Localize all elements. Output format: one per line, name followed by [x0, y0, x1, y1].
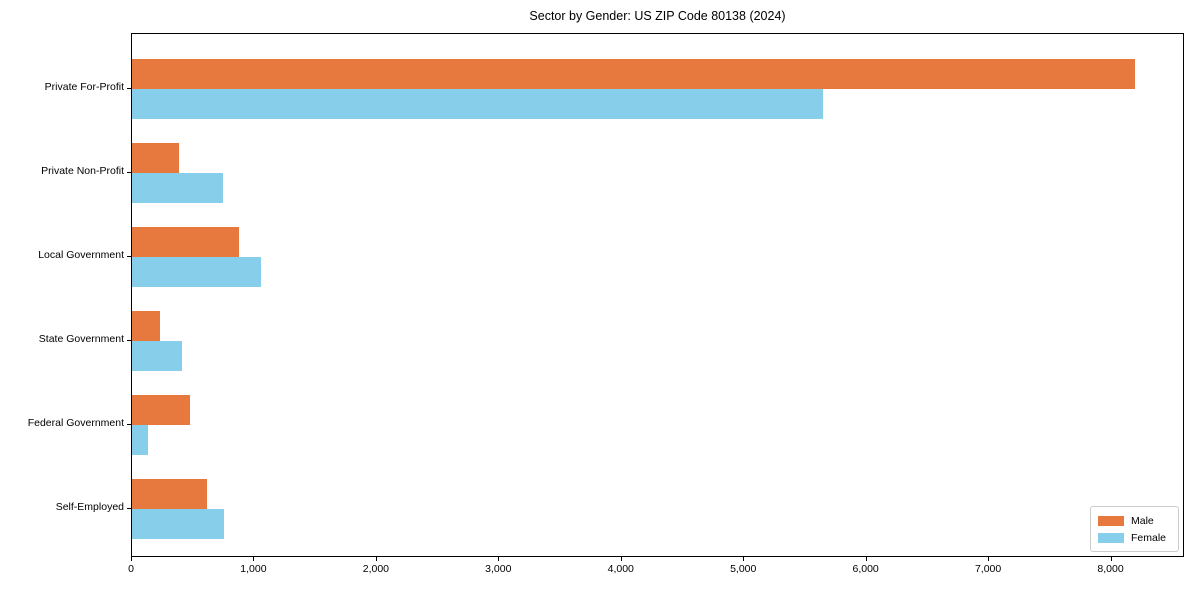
- x-tick-mark: [375, 557, 377, 561]
- x-tick-mark: [1110, 557, 1112, 561]
- chart-title: Sector by Gender: US ZIP Code 80138 (202…: [529, 9, 786, 23]
- x-tick-label: 2,000: [362, 563, 390, 575]
- x-tick-mark: [253, 557, 255, 561]
- bar-female-private-for-profit: [132, 89, 823, 119]
- x-tick-mark: [988, 557, 990, 561]
- x-tick-mark: [865, 557, 867, 561]
- x-tick-label: 5,000: [730, 563, 757, 575]
- x-tick-label: 8,000: [1097, 563, 1124, 575]
- legend-swatch-female: [1098, 532, 1124, 543]
- bar-female-state-government: [132, 341, 183, 371]
- y-tick-mark: [127, 256, 131, 257]
- bar-male-local-government: [132, 227, 239, 257]
- legend: Male Female: [1090, 506, 1179, 552]
- bar-female-private-non-profit: [132, 173, 223, 203]
- legend-swatch-male: [1098, 515, 1124, 526]
- x-tick-label: 0: [128, 563, 134, 575]
- bar-female-federal-government: [132, 425, 148, 455]
- x-tick-label: 3,000: [485, 563, 512, 575]
- x-tick-label: 1,000: [240, 563, 267, 575]
- legend-item-female: Female: [1098, 529, 1171, 546]
- x-tick-mark: [743, 557, 745, 561]
- bar-male-self-employed: [132, 479, 207, 509]
- x-tick-mark: [131, 557, 132, 561]
- bar-male-private-non-profit: [132, 143, 179, 173]
- y-tick-mark: [127, 508, 131, 509]
- plot-area: [131, 33, 1184, 557]
- legend-label-male: Male: [1131, 514, 1154, 527]
- x-tick-label: 6,000: [852, 563, 879, 575]
- x-tick-mark: [620, 557, 622, 561]
- y-tick-label-self-employed: Self-Employed: [55, 501, 124, 513]
- legend-item-male: Male: [1098, 512, 1171, 529]
- y-tick-label-private-for-profit: Private For-Profit: [44, 81, 124, 93]
- y-tick-label-state-government: State Government: [38, 333, 124, 345]
- bar-male-federal-government: [132, 395, 190, 425]
- bar-female-local-government: [132, 257, 261, 287]
- y-tick-mark: [127, 340, 131, 341]
- legend-label-female: Female: [1131, 531, 1167, 544]
- x-tick-mark: [498, 557, 500, 561]
- bar-female-self-employed: [132, 509, 224, 539]
- y-tick-label-local-government: Local Government: [38, 249, 124, 261]
- y-tick-mark: [127, 88, 131, 89]
- bar-male-state-government: [132, 311, 161, 341]
- y-tick-label-federal-government: Federal Government: [27, 417, 124, 429]
- y-tick-mark: [127, 172, 131, 173]
- y-tick-label-private-non-profit: Private Non-Profit: [41, 165, 124, 177]
- x-tick-label: 7,000: [974, 563, 1002, 575]
- bar-male-private-for-profit: [132, 59, 1135, 89]
- y-tick-mark: [127, 424, 131, 425]
- x-tick-label: 4,000: [607, 563, 634, 575]
